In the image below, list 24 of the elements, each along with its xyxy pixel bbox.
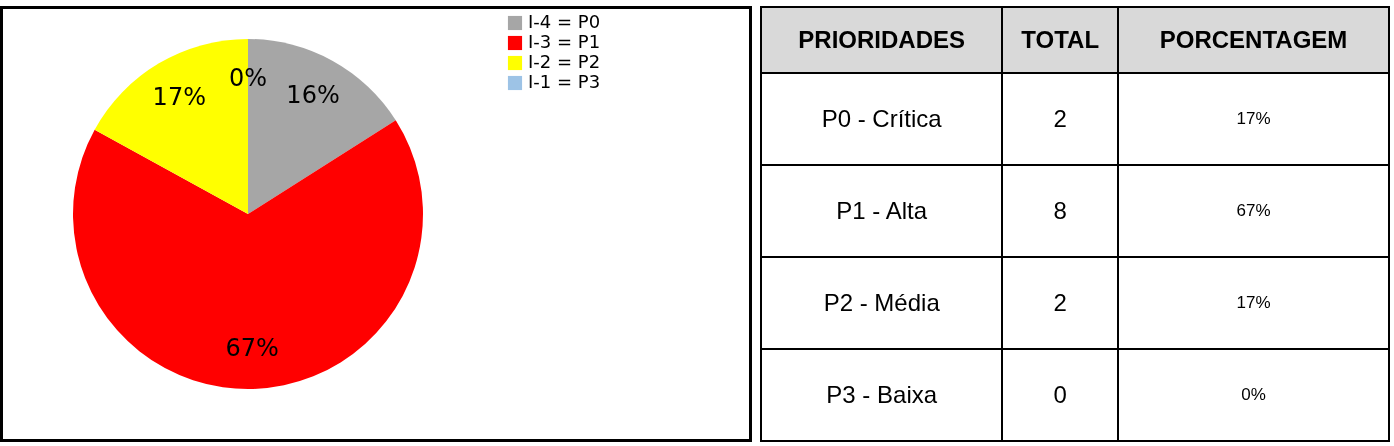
data-label: 17%: [152, 82, 206, 111]
text: 17%: [1118, 73, 1389, 165]
text: 67%: [1118, 165, 1389, 257]
text: P0 - Crítica: [761, 73, 1003, 165]
text: 0%: [1118, 349, 1389, 441]
data-label: 16%: [286, 80, 340, 109]
data-label: 67%: [225, 333, 279, 362]
text: 2: [1002, 257, 1119, 349]
legend-label: I-3 = P1: [528, 31, 601, 52]
legend-label: I-2 = P2: [528, 51, 601, 72]
text: 17%: [1118, 257, 1389, 349]
text: P2 - Média: [761, 257, 1003, 349]
text: PRIORIDADES: [761, 7, 1003, 73]
text: TOTAL: [1002, 7, 1119, 73]
text: PORCENTAGEM: [1118, 7, 1389, 73]
text: 0%: [228, 64, 268, 92]
text: 2: [1002, 73, 1119, 165]
text: P1 - Alta: [761, 165, 1003, 257]
legend-label: I-1 = P3: [528, 71, 601, 92]
text: P3 - Baixa: [761, 349, 1003, 441]
text: 0: [1002, 349, 1119, 441]
legend-label: I-4 = P0: [528, 11, 601, 32]
pie-slice: [73, 120, 423, 389]
text: 8: [1002, 165, 1119, 257]
